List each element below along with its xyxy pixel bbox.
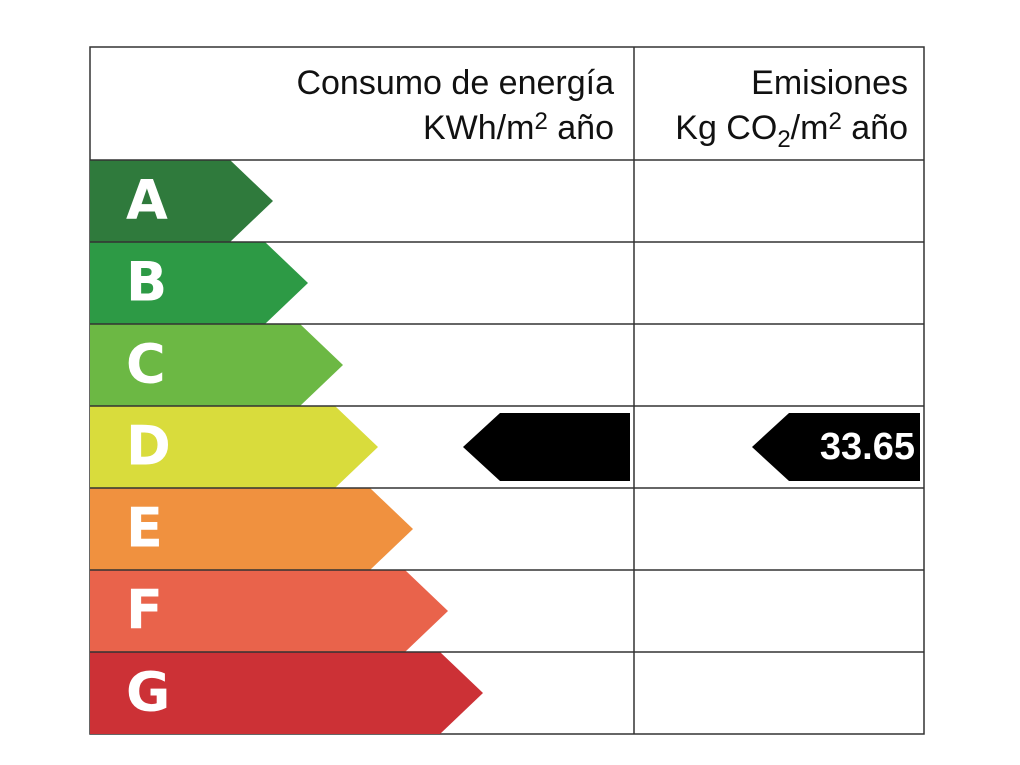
class-arrow <box>90 570 448 652</box>
class-arrow <box>90 160 273 242</box>
energy-unit: KWh/m2 año <box>423 108 614 147</box>
class-arrow <box>90 324 343 406</box>
emissions-unit: Kg CO2/m2 año <box>675 108 908 153</box>
unit-part: año <box>548 109 614 147</box>
energy-title: Consumo de energía <box>296 64 614 102</box>
class-arrow <box>90 406 378 488</box>
unit-part: Kg CO <box>675 109 777 147</box>
class-arrow <box>90 652 483 734</box>
class-arrow <box>90 242 308 324</box>
unit-part: año <box>842 109 908 147</box>
unit-sup: 2 <box>534 108 547 135</box>
class-letter: B <box>126 251 167 314</box>
emissions-value: 33.65 <box>820 426 915 468</box>
class-arrow <box>90 488 413 570</box>
class-letter: G <box>126 661 170 724</box>
class-letter: D <box>126 415 171 478</box>
class-letter: A <box>126 169 168 232</box>
unit-sup: 2 <box>828 108 841 135</box>
rating-marker <box>752 413 920 481</box>
class-letter: E <box>126 497 163 560</box>
unit-part: KWh/m <box>423 109 534 147</box>
rating-marker <box>463 413 630 481</box>
class-letter: C <box>126 333 166 396</box>
unit-sub: 2 <box>777 126 790 153</box>
emissions-title: Emisiones <box>751 64 908 102</box>
class-letter: F <box>126 579 163 642</box>
unit-part: /m <box>791 109 829 147</box>
